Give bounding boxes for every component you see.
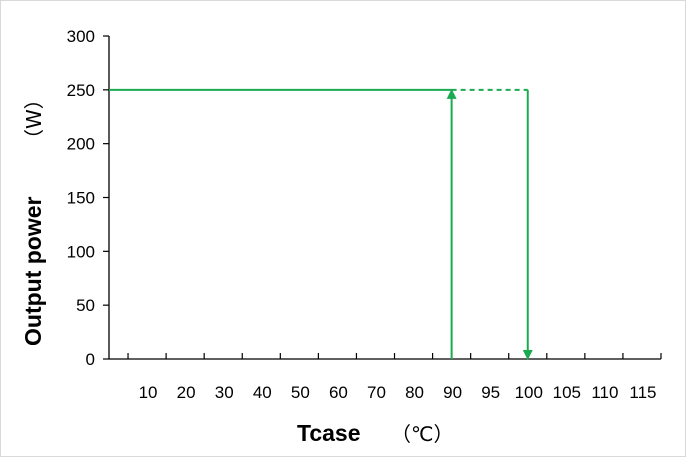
x-tick-label: 110 [591, 383, 618, 402]
x-tick-label: 105 [553, 383, 581, 402]
x-axis-unit: （℃） [391, 422, 453, 446]
data-marks [109, 88, 533, 360]
y-tick-label: 0 [86, 350, 95, 369]
x-axis-title: Tcase [297, 420, 361, 446]
axes [103, 35, 662, 360]
x-tick-label: 90 [443, 383, 462, 402]
tick-labels: 0 50 100 150 200 250 300 10 20 30 40 50 60 70 80 90 95 10… [67, 27, 657, 402]
y-axis-title: Output power [20, 196, 46, 346]
x-tick-label: 20 [177, 383, 196, 402]
y-axis-unit: （W） [22, 89, 46, 149]
y-tick-label: 250 [67, 81, 95, 100]
x-tick-label: 95 [481, 383, 500, 402]
y-tick-label: 200 [67, 135, 95, 154]
y-tick-label: 100 [67, 242, 95, 261]
y-tick-label: 300 [67, 27, 95, 46]
x-tick-label: 115 [629, 383, 656, 402]
x-tick-label: 80 [405, 383, 424, 402]
x-tick-label: 40 [253, 383, 272, 402]
x-tick-label: 30 [215, 383, 234, 402]
x-tick-label: 100 [515, 383, 543, 402]
y-tick-label: 150 [67, 189, 95, 208]
x-tick-label: 10 [139, 383, 158, 402]
x-tick-label: 50 [291, 383, 310, 402]
x-tick-label: 70 [367, 383, 386, 402]
x-tick-label: 60 [329, 383, 348, 402]
y-tick-label: 50 [76, 296, 95, 315]
